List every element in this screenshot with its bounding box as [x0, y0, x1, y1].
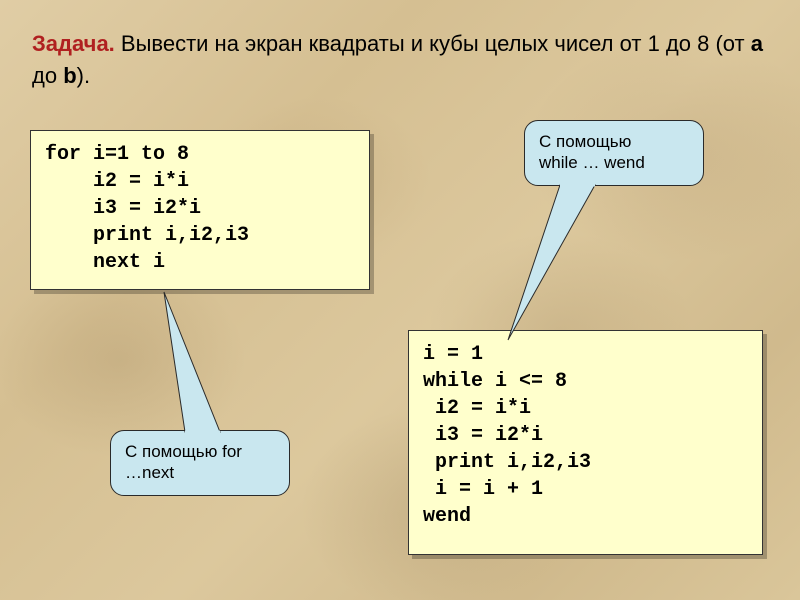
code-line: next i	[45, 251, 165, 274]
title-text-2: до	[32, 63, 63, 88]
code-line: i = 1	[423, 343, 483, 366]
callout-text-line1: С помощью	[539, 132, 631, 151]
callout-text-line1: С помощью for	[125, 442, 242, 461]
code-line: i2 = i*i	[423, 397, 531, 420]
code-line: while i <= 8	[423, 370, 567, 393]
callout-for-next: С помощью for …next	[110, 430, 290, 496]
codebox-while-loop: i = 1 while i <= 8 i2 = i*i i3 = i2*i pr…	[408, 330, 763, 555]
slide-content: Задача. Вывести на экран квадраты и кубы…	[0, 0, 800, 120]
code-line: i3 = i2*i	[45, 197, 201, 220]
code-line: wend	[423, 505, 471, 528]
code-line: i3 = i2*i	[423, 424, 543, 447]
title-text-1: Вывести на экран квадраты и кубы целых ч…	[115, 31, 751, 56]
task-title: Задача. Вывести на экран квадраты и кубы…	[32, 28, 768, 92]
codebox-for-loop: for i=1 to 8 i2 = i*i i3 = i2*i print i,…	[30, 130, 370, 290]
code-line: i2 = i*i	[45, 170, 189, 193]
code-line: i = i + 1	[423, 478, 543, 501]
code-line: for i=1 to 8	[45, 143, 189, 166]
code-line: print i,i2,i3	[423, 451, 591, 474]
code-line: print i,i2,i3	[45, 224, 249, 247]
task-label: Задача.	[32, 31, 115, 56]
var-a: a	[751, 31, 763, 56]
callout-while-wend: С помощью while … wend	[524, 120, 704, 186]
callout-while-tail	[500, 182, 620, 352]
callout-text-line2: …next	[125, 463, 174, 482]
var-b: b	[63, 63, 76, 88]
callout-text-line2: while … wend	[539, 153, 645, 172]
title-text-3: ).	[77, 63, 90, 88]
callout-for-tail	[150, 290, 270, 435]
